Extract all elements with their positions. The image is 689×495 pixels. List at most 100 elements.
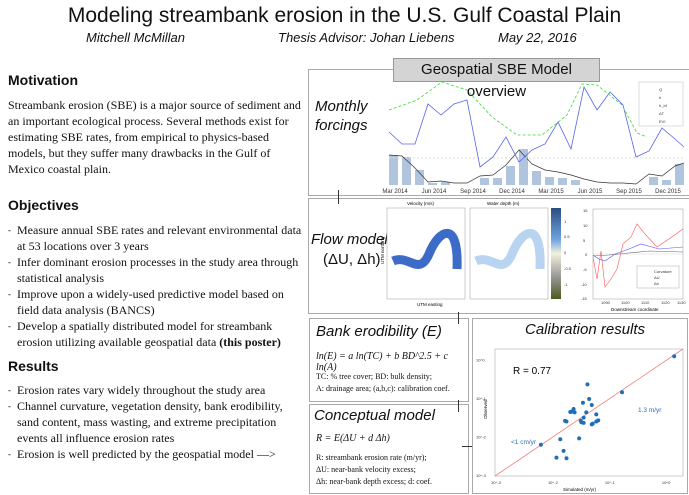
x-tick: Sep 2015 bbox=[616, 189, 642, 195]
cb-tick: -0.5 bbox=[564, 266, 572, 271]
concept-desc-1: R: streambank erosion rate (m/yr); bbox=[316, 453, 427, 462]
plot-xlabel: Downstream coordinate bbox=[611, 307, 659, 312]
monthly-forcings-panel: Monthly forcings Q h h_bf ΔT EVI Mar 201… bbox=[308, 69, 689, 196]
date: May 22, 2016 bbox=[498, 30, 577, 45]
x-tick: Jun 2015 bbox=[578, 189, 603, 195]
cb-tick: 0 bbox=[564, 250, 567, 255]
x-tick: 10^-2 bbox=[548, 480, 559, 485]
x-tick: Mar 2014 bbox=[382, 189, 408, 195]
legend-evi: EVI bbox=[659, 119, 665, 124]
arrow-connector bbox=[338, 190, 339, 204]
data-point bbox=[561, 448, 566, 453]
curvature-line bbox=[592, 250, 684, 257]
data-point bbox=[538, 442, 543, 447]
concept-equation: R = E(ΔU + d Δh) bbox=[316, 433, 390, 444]
x-tick: 10^-1 bbox=[605, 480, 616, 485]
item-text: Develop a spatially distributed model fo… bbox=[17, 319, 273, 349]
x-tick: 1100 bbox=[621, 300, 630, 305]
velocity-title: Velocity (m/s) bbox=[407, 201, 435, 206]
legend-item: Curvature bbox=[654, 269, 672, 274]
conceptual-model-panel: Conceptual model R = E(ΔU + d Δh) R: str… bbox=[309, 404, 469, 494]
data-point bbox=[587, 397, 592, 402]
y-tick: 10^-2 bbox=[476, 435, 487, 440]
flow-model-panel: Flow model (ΔU, Δh) Velocity (m/s) Water… bbox=[308, 198, 689, 314]
note-high: 1.3 m/yr bbox=[638, 407, 662, 414]
calibration-panel: Calibration results R = 0.77 1.3 m/yr <1… bbox=[472, 318, 688, 494]
poster-title: Modeling streambank erosion in the U.S. … bbox=[67, 4, 622, 27]
y-tick: 10^-3 bbox=[476, 473, 487, 478]
bank-desc-2: A: drainage area; (a,b,c): calibration c… bbox=[316, 384, 450, 393]
x-tick: 10^-3 bbox=[491, 480, 502, 485]
objectives-heading: Objectives bbox=[8, 197, 79, 213]
concept-desc-3: Δh: near-bank depth excess; d: coef. bbox=[316, 477, 433, 486]
x-axis-label: Simulated (m/yr) bbox=[563, 487, 597, 492]
calibration-chart: R = 0.77 1.3 m/yr <1 cm/yr Simulated (m/… bbox=[476, 348, 684, 492]
legend-item: ΔU bbox=[654, 275, 660, 280]
results-heading: Results bbox=[8, 358, 59, 374]
legend-item: Δh bbox=[654, 281, 659, 286]
y-tick: 10^-1 bbox=[476, 396, 487, 401]
list-item: Erosion is well predicted by the geospat… bbox=[8, 446, 306, 462]
author: Mitchell McMillan bbox=[86, 30, 185, 45]
y-tick: -15 bbox=[581, 296, 588, 301]
data-point bbox=[594, 412, 599, 417]
y-axis-label: UTM northing bbox=[380, 236, 385, 264]
delta-t-line bbox=[388, 85, 685, 168]
x-tick: Dec 2015 bbox=[655, 189, 681, 195]
x-tick: Jun 2014 bbox=[422, 189, 447, 195]
x-tick: 1130 bbox=[677, 300, 686, 305]
flow-label: Flow model bbox=[311, 231, 388, 248]
depth-line bbox=[388, 149, 685, 185]
y-tick: 5 bbox=[583, 238, 586, 243]
data-point bbox=[558, 437, 563, 442]
y-tick: 0 bbox=[585, 252, 588, 257]
motivation-text: Streambank erosion (SBE) is a major sour… bbox=[8, 98, 301, 176]
data-point bbox=[581, 415, 586, 420]
advisor: Thesis Advisor: Johan Liebens bbox=[278, 30, 455, 45]
data-point bbox=[564, 419, 569, 424]
data-point bbox=[584, 410, 589, 415]
x-tick: 1110 bbox=[641, 300, 650, 305]
list-item: Develop a spatially distributed model fo… bbox=[8, 318, 306, 350]
arrow-connector bbox=[458, 312, 459, 324]
discharge-bars bbox=[389, 149, 684, 185]
data-point bbox=[672, 354, 677, 359]
legend-q: Q bbox=[659, 87, 662, 92]
forcings-label: Monthly forcings bbox=[315, 98, 368, 134]
data-point bbox=[577, 436, 582, 441]
list-item: Channel curvature, vegetation density, b… bbox=[8, 398, 306, 446]
delta-legend bbox=[636, 265, 680, 289]
one-to-one-line bbox=[494, 348, 684, 477]
depth-channel bbox=[474, 228, 545, 270]
data-point bbox=[620, 390, 625, 395]
data-point bbox=[590, 421, 595, 426]
delta-h-line bbox=[592, 243, 684, 262]
cb-tick: 0.5 bbox=[564, 234, 570, 239]
x-tick: Mar 2015 bbox=[538, 189, 564, 195]
note-low: <1 cm/yr bbox=[511, 439, 537, 446]
evi-line bbox=[388, 81, 648, 138]
y-tick: -5 bbox=[583, 267, 587, 272]
data-point bbox=[572, 410, 577, 415]
y-tick: 10 bbox=[583, 223, 588, 228]
motivation-heading: Motivation bbox=[8, 72, 78, 88]
item-bold: (this poster) bbox=[219, 335, 281, 349]
cb-tick: 1 bbox=[564, 219, 567, 224]
r-value: R = 0.77 bbox=[513, 366, 552, 377]
list-item: Erosion rates vary widely throughout the… bbox=[8, 382, 306, 398]
y-tick: -10 bbox=[581, 282, 588, 287]
data-point bbox=[564, 456, 569, 461]
forcings-legend bbox=[638, 81, 684, 127]
y-axis-label: Observed bbox=[483, 399, 488, 419]
data-point bbox=[580, 400, 585, 405]
data-point bbox=[589, 403, 594, 408]
flow-label-2: (ΔU, Δh) bbox=[323, 251, 381, 268]
x-tick: 10^0 bbox=[662, 480, 671, 485]
depth-title: Water depth (m) bbox=[487, 201, 520, 206]
overview-title: Geospatial SBE Model overview bbox=[393, 58, 600, 100]
legend-dt: ΔT bbox=[659, 111, 665, 116]
bank-erodibility-panel: Bank erodibility (E) ln(E) = a ln(TC) + … bbox=[309, 318, 469, 402]
velocity-channel bbox=[391, 228, 462, 270]
forcings-chart: Q h h_bf ΔT EVI Mar 2014 Jun 2014 Sep 20… bbox=[382, 81, 685, 195]
